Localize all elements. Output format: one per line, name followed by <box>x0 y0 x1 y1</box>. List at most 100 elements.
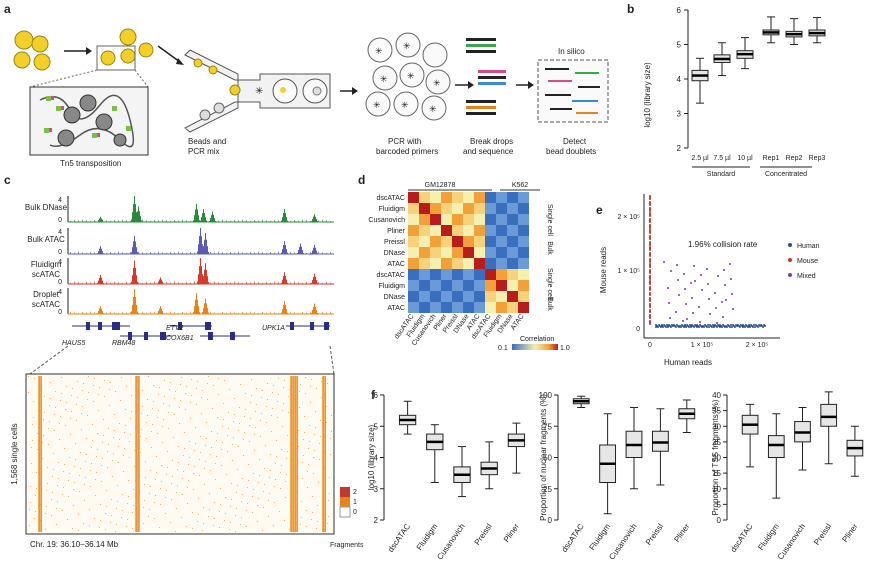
dense-column <box>322 376 323 532</box>
xtick-label: Preissl <box>812 522 833 547</box>
sparse-fragment <box>331 415 332 416</box>
signal-bar <box>204 239 205 254</box>
ytick-label: 5 <box>677 41 682 50</box>
dense-column <box>290 376 291 532</box>
sparse-fragment <box>122 494 123 495</box>
signal-bar <box>134 281 135 284</box>
dense-column <box>296 376 297 532</box>
signal-bar <box>226 253 227 254</box>
sparse-fragment <box>206 422 207 423</box>
xtick-label: Rep3 <box>809 155 826 162</box>
sparse-fragment <box>315 411 316 412</box>
signal-bar <box>134 235 135 254</box>
track-ymin: 0 <box>58 309 62 316</box>
sparse-fragment <box>294 382 295 383</box>
sparse-fragment <box>125 409 126 410</box>
sparse-fragment <box>135 443 136 444</box>
point-mixed <box>676 264 678 266</box>
droplet-icon <box>421 95 447 121</box>
nucleosome-icon <box>79 94 97 112</box>
sparse-fragment <box>192 528 193 529</box>
signal-bar <box>315 306 316 314</box>
signal-bar <box>314 214 315 222</box>
corr-cell <box>441 214 452 225</box>
dense-column <box>292 376 293 532</box>
barcode-star-icon: ✳ <box>373 100 381 110</box>
sparse-fragment <box>150 486 151 487</box>
point-mixed <box>730 278 732 280</box>
sparse-fragment <box>204 468 205 469</box>
signal-bar <box>166 220 167 222</box>
ytick-label: 5 <box>374 422 379 431</box>
sparse-fragment <box>36 472 37 473</box>
corr-cell <box>419 203 430 214</box>
sparse-fragment <box>329 477 330 478</box>
sparse-fragment <box>327 383 328 384</box>
corr-cell <box>441 269 452 280</box>
signal-bar <box>137 252 138 254</box>
signal-bar <box>281 312 282 314</box>
corr-cell <box>441 302 452 313</box>
sparse-fragment <box>292 444 293 445</box>
legend-max: 1.0 <box>560 345 570 352</box>
pcr-label-1: PCR with <box>388 137 421 146</box>
sparse-fragment <box>105 513 106 514</box>
signal-bar <box>98 311 99 314</box>
sparse-fragment <box>177 485 178 486</box>
signal-bar <box>190 221 191 222</box>
sparse-fragment <box>144 484 145 485</box>
corr-cell <box>463 236 474 247</box>
ytick-label: 20 <box>712 454 721 463</box>
signal-bar <box>310 252 311 254</box>
signal-bar <box>211 214 212 222</box>
point-mouse <box>649 232 651 234</box>
signal-bar <box>162 219 163 222</box>
signal-bar <box>198 274 199 284</box>
sparse-fragment <box>219 511 220 512</box>
sparse-fragment <box>106 490 107 491</box>
exon-icon <box>178 322 182 330</box>
sparse-fragment <box>62 510 63 511</box>
exon-icon <box>144 332 148 340</box>
heatmap-coords: Chr. 19: 36.10–36.14 Mb <box>30 540 119 549</box>
tn5-icon <box>51 96 54 100</box>
point-mouse <box>649 323 651 325</box>
sparse-fragment <box>132 512 133 513</box>
sparse-fragment <box>88 376 89 377</box>
signal-bar <box>314 244 315 254</box>
signal-bar <box>197 251 198 254</box>
sparse-fragment <box>269 493 270 494</box>
signal-bar <box>150 282 151 284</box>
signal-bar <box>312 280 313 284</box>
corr-cell <box>496 192 507 203</box>
signal-bar <box>94 252 95 254</box>
sparse-fragment <box>151 447 152 448</box>
sparse-fragment <box>230 506 231 507</box>
signal-bar <box>314 312 315 314</box>
sparse-fragment <box>170 522 171 523</box>
droplet-icon <box>395 32 421 58</box>
signal-bar <box>234 252 235 254</box>
signal-bar <box>322 283 323 284</box>
point-human <box>657 326 659 328</box>
nucleosome-icon <box>113 133 127 147</box>
sparse-fragment <box>76 404 77 405</box>
track-label: scATAC <box>32 300 60 309</box>
sparse-fragment <box>123 471 124 472</box>
point-human <box>678 326 680 328</box>
ytick-label: 40 <box>712 391 721 400</box>
signal-bar <box>214 252 215 254</box>
corr-cell <box>430 280 441 291</box>
xtick-label: Preissl <box>473 522 494 547</box>
signal-bar <box>199 311 200 314</box>
sparse-fragment <box>120 400 121 401</box>
exon-icon <box>128 332 132 340</box>
sparse-fragment <box>218 378 219 379</box>
signal-bar <box>195 209 196 222</box>
sparse-fragment <box>245 409 246 410</box>
signal-bar <box>322 312 323 314</box>
point-human <box>670 326 672 328</box>
scatter-xtick: 2 × 10⁵ <box>746 342 769 349</box>
sparse-fragment <box>82 406 83 407</box>
zoom-line <box>29 345 69 375</box>
